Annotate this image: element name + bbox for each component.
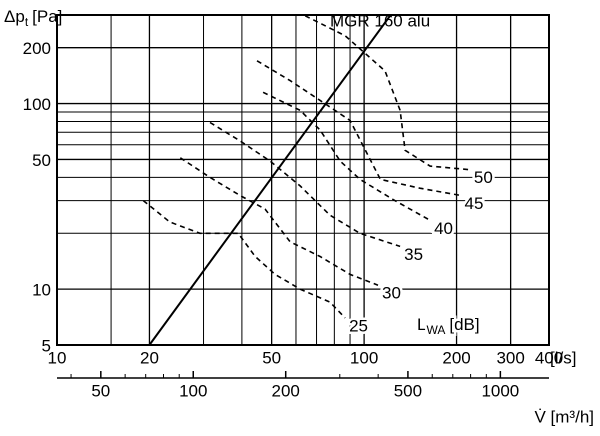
curve-label: 35 bbox=[404, 245, 423, 264]
legend-unit: [dB] bbox=[449, 315, 479, 334]
x2-tick-label: 50 bbox=[91, 381, 110, 400]
curve-label: 40 bbox=[434, 219, 453, 238]
system-curve bbox=[148, 14, 392, 346]
curve-label: 45 bbox=[464, 194, 483, 213]
curve-label: 30 bbox=[382, 284, 401, 303]
y-tick-label: 200 bbox=[23, 39, 51, 58]
y-label-symbol: Δp bbox=[4, 7, 25, 26]
y-label-unit: [Pa] bbox=[32, 7, 62, 26]
x-tick-label: 50 bbox=[262, 348, 281, 367]
sound-level-curve bbox=[179, 157, 379, 286]
x-tick-label: 200 bbox=[442, 348, 470, 367]
curve-label: 25 bbox=[349, 316, 368, 335]
y-tick-label: 10 bbox=[32, 281, 51, 300]
x2-tick-label: 200 bbox=[272, 381, 300, 400]
x-axis-label: [l/s] bbox=[550, 348, 576, 367]
y-tick-label: 5 bbox=[42, 336, 51, 355]
y-label-subscript: t bbox=[25, 15, 29, 29]
y-tick-label: 100 bbox=[23, 95, 51, 114]
x-tick-label: 100 bbox=[350, 348, 378, 367]
curve-label: 50 bbox=[474, 168, 493, 187]
y-axis-label: Δpt [Pa] bbox=[4, 7, 62, 29]
legend-title: LWA [dB] bbox=[417, 315, 480, 337]
x-tick-label: 10 bbox=[48, 348, 67, 367]
x-tick-label: 20 bbox=[140, 348, 159, 367]
x-tick-label: 400 bbox=[535, 348, 563, 367]
sound-level-curve bbox=[262, 91, 431, 221]
plot-frame bbox=[56, 14, 550, 346]
sound-level-curve bbox=[142, 199, 346, 319]
legend-symbol: L bbox=[417, 315, 426, 334]
x2-tick-label: 100 bbox=[179, 381, 207, 400]
chart-title: MGR 160 alu bbox=[330, 11, 430, 30]
sound-level-curve bbox=[304, 15, 470, 171]
x2-tick-label: 500 bbox=[394, 381, 422, 400]
legend-subscript: WA bbox=[426, 323, 445, 337]
y-tick-label: 50 bbox=[32, 151, 51, 170]
x2-tick-label: 1000 bbox=[481, 381, 519, 400]
sound-level-curve bbox=[209, 121, 401, 248]
x2-axis-label: V̇ [m³/h] bbox=[534, 407, 594, 426]
sound-level-curve bbox=[256, 60, 461, 197]
x-tick-label: 300 bbox=[496, 348, 524, 367]
